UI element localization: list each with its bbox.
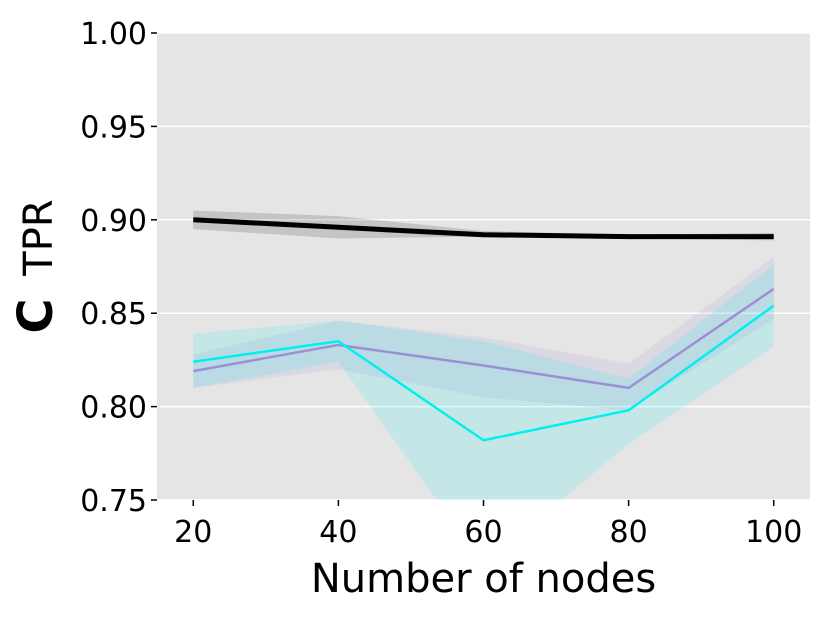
y-tick-label-0.95: 0.95 (80, 110, 147, 145)
y-tick-label-1.00: 1.00 (80, 17, 147, 52)
band-series-2 (193, 257, 774, 411)
x-tick-label-80: 80 (610, 515, 648, 550)
x-axis: 20 40 60 80 100 (174, 500, 802, 550)
y-tick-label-0.90: 0.90 (80, 204, 147, 239)
y-axis-label-group: C TPR (8, 199, 64, 333)
confidence-bands (193, 210, 774, 500)
x-tick-label-100: 100 (745, 515, 802, 550)
gridlines (157, 32, 810, 501)
plot-background (157, 33, 810, 500)
panel-letter: C (8, 298, 64, 333)
line-series-2 (193, 287, 775, 390)
line-series-1 (193, 217, 774, 240)
y-tick-label-0.75: 0.75 (80, 484, 147, 519)
y-axis-label: C TPR (8, 199, 64, 333)
band-series-1 (193, 210, 774, 241)
y-axis: 0.75 0.80 0.85 0.90 0.95 1.00 (80, 17, 157, 519)
y-tick-label-0.85: 0.85 (80, 297, 147, 332)
x-axis-label: Number of nodes (311, 556, 656, 602)
band-series-3 (193, 264, 774, 500)
y-tick-label-0.80: 0.80 (80, 391, 147, 426)
series-lines (193, 217, 775, 442)
y-axis-title: TPR (16, 199, 62, 276)
x-tick-label-40: 40 (319, 515, 357, 550)
x-tick-label-60: 60 (464, 515, 502, 550)
x-tick-label-20: 20 (174, 515, 212, 550)
line-series-3 (193, 304, 775, 442)
